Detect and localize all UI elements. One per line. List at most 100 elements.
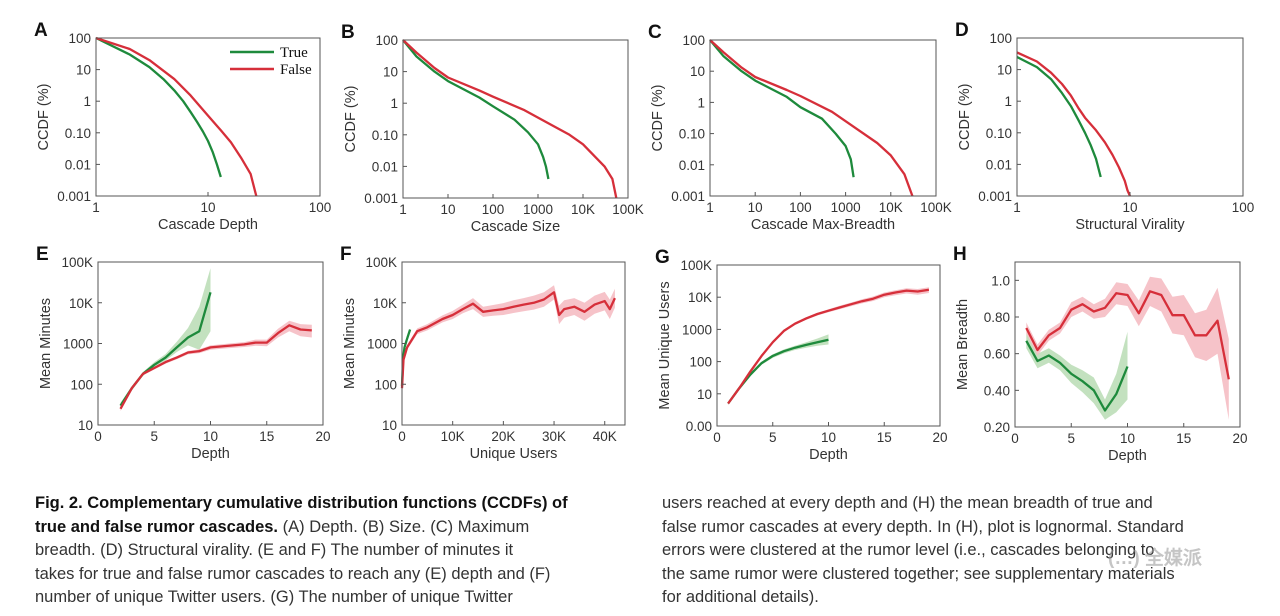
y-tick-label: 0.001 — [671, 189, 705, 204]
series-line-false — [1025, 290, 1230, 380]
y-tick-label: 1.0 — [991, 273, 1010, 288]
x-tick-label: 100 — [1232, 200, 1255, 215]
y-tick-label: 100 — [68, 31, 91, 46]
x-axis-title: Structural Virality — [1075, 217, 1185, 233]
series-line-false — [709, 39, 914, 197]
y-tick-label: 1000 — [63, 337, 93, 352]
y-tick-label: 10 — [76, 63, 91, 78]
caption-text: number of unique Twitter users. (G) The … — [35, 588, 513, 606]
error-band-false — [120, 320, 312, 411]
y-tick-label: 0.10 — [679, 127, 705, 142]
x-tick-label: 1 — [1013, 200, 1021, 215]
x-tick-label: 1000 — [831, 200, 861, 215]
x-axis-title: Depth — [809, 447, 848, 463]
panel-letter: H — [953, 244, 967, 265]
panel-letter: D — [955, 20, 969, 41]
y-tick-label: 1 — [83, 94, 91, 109]
panel-letter: C — [648, 22, 662, 43]
series-line-false — [95, 36, 258, 197]
y-axis-title: Mean Breadth — [955, 299, 971, 390]
x-tick-label: 20 — [315, 429, 330, 444]
y-tick-label: 0.10 — [986, 126, 1012, 141]
caption-text: takes for true and false rumor cascades … — [35, 564, 551, 583]
legend-true-label: True — [280, 45, 308, 61]
panel-c: C 1 10 100 1000 10K 100K 0.001 0.01 0.10 1 10 100 Cas… — [648, 22, 952, 233]
y-tick-label: 0.80 — [984, 310, 1010, 325]
y-tick-label: 0.60 — [984, 347, 1010, 362]
error-band-false — [402, 285, 615, 391]
x-tick-label: 20 — [932, 430, 947, 445]
panel-h: H 0 5 10 15 20 0.20 0.40 0.60 0.80 1.0 Depth Mean Br… — [953, 244, 1248, 464]
series-line-true — [1016, 55, 1102, 178]
series-line-false — [727, 288, 930, 405]
x-tick-label: 100K — [612, 202, 644, 217]
y-tick-label: 10 — [383, 65, 398, 80]
x-tick-label: 100 — [789, 200, 812, 215]
panel-letter: G — [655, 247, 670, 268]
caption-line: users reached at every depth and (H) the… — [662, 494, 1153, 512]
y-tick-label: 100K — [680, 258, 712, 273]
x-tick-label: 1 — [92, 200, 100, 215]
y-tick-label: 10 — [382, 418, 397, 433]
axes-frame — [1016, 37, 1244, 197]
x-tick-label: 5 — [769, 430, 777, 445]
x-axis-title: Cascade Max-Breadth — [751, 217, 895, 233]
figure-caption: Fig. 2. Complementary cumulative distrib… — [0, 492, 1280, 616]
panel-letter: F — [340, 244, 352, 265]
x-tick-label: 100 — [309, 200, 332, 215]
x-tick-label: 10 — [1120, 431, 1135, 446]
x-axis-title: Unique Users — [470, 446, 558, 462]
caption-line: true and false rumor cascades. (A) Depth… — [35, 516, 635, 540]
y-axis-title: CCDF (%) — [957, 84, 973, 151]
series-line-false — [1016, 51, 1132, 197]
caption-line: errors were clustered at the rumor level… — [662, 541, 1155, 559]
error-band-true — [1026, 331, 1128, 420]
x-tick-label: 40K — [593, 429, 617, 444]
y-tick-label: 0.001 — [57, 189, 91, 204]
y-tick-label: 0.001 — [978, 189, 1012, 204]
x-tick-label: 0 — [398, 429, 406, 444]
x-tick-label: 15 — [877, 430, 892, 445]
x-tick-label: 1 — [706, 200, 714, 215]
x-tick-label: 15 — [1176, 431, 1191, 446]
x-tick-label: 100 — [482, 202, 505, 217]
x-tick-label: 30K — [542, 429, 566, 444]
x-tick-label: 10 — [200, 200, 215, 215]
x-tick-label: 0 — [713, 430, 721, 445]
caption-line: Fig. 2. Complementary cumulative distrib… — [35, 492, 635, 516]
caption-left-column: Fig. 2. Complementary cumulative distrib… — [35, 492, 635, 610]
axes-frame — [709, 39, 937, 197]
series-line-false — [119, 324, 312, 410]
caption-line: number of unique Twitter users. (G) The … — [35, 586, 635, 610]
series-line-true — [95, 36, 222, 178]
y-tick-label: 10 — [690, 64, 705, 79]
y-tick-label: 100 — [374, 377, 397, 392]
x-tick-label: 10 — [748, 200, 763, 215]
x-tick-label: 20K — [491, 429, 515, 444]
caption-text: breadth. (D) Structural virality. (E and… — [35, 541, 514, 559]
series-line-true — [119, 291, 212, 407]
error-band-true — [120, 268, 211, 409]
y-tick-label: 1 — [390, 96, 398, 111]
caption-bold: true and false rumor cascades. — [35, 517, 279, 536]
x-axis-title: Cascade Depth — [158, 217, 258, 233]
caption-text: (A) Depth. (B) Size. (C) Maximum — [278, 517, 530, 536]
y-tick-label: 100 — [989, 31, 1012, 46]
error-band-false — [1026, 276, 1229, 420]
series-line-false — [402, 39, 618, 199]
x-tick-label: 10 — [821, 430, 836, 445]
panel-e: E 0 5 10 15 20 10 100 1000 10K 100K Depth Mean Minut… — [36, 244, 331, 462]
error-band-true — [728, 334, 829, 405]
panel-b: B 1 10 100 1000 10K 100K 0.001 0.01 0.10 1 10 100 Cas… — [341, 22, 644, 235]
y-tick-label: 1000 — [682, 322, 712, 337]
panel-letter: E — [36, 244, 49, 265]
x-tick-label: 1 — [399, 202, 407, 217]
y-tick-label: 1000 — [367, 337, 397, 352]
series-line-false — [400, 291, 616, 389]
caption-line: breadth. (D) Structural virality. (E and… — [35, 539, 635, 563]
x-axis-title: Depth — [1108, 448, 1147, 464]
y-tick-label: 0.00 — [686, 419, 712, 434]
y-tick-label: 100K — [61, 255, 93, 270]
